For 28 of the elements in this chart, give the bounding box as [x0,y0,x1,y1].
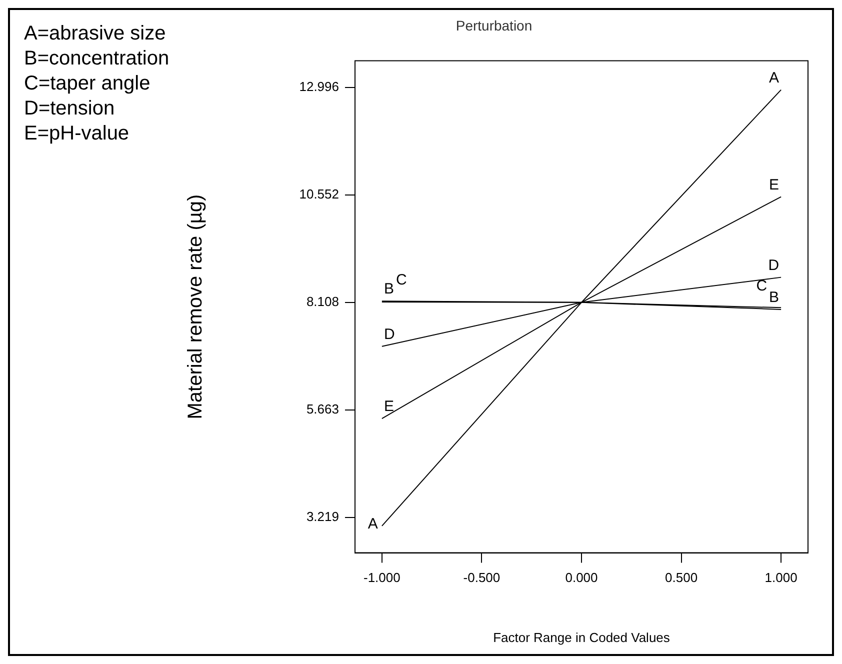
text: E=pH-value [24,122,130,145]
x-tick-label: 0.500 [665,570,698,586]
y-tick-label: 8.108 [306,294,339,310]
series-label: B [769,289,780,306]
text: D [768,256,780,274]
y-tick-label: 3.219 [306,509,339,524]
y-tick-label: 12.996 [299,78,339,94]
x-tick-label: -0.500 [463,570,500,586]
text: A [368,516,378,533]
text: E [769,176,780,194]
series-label: A [769,69,780,86]
text: B=concentration [24,48,170,70]
text: D=tension [24,98,115,120]
series-label: E [384,398,394,416]
series-label: D [384,326,395,344]
y-axis-title: Material remove rate (µg) [184,194,207,420]
text: A=abrasive size [24,22,166,45]
x-tick-label: 0.000 [565,570,598,586]
x-tick-label: 1.000 [764,570,798,586]
y-tick-label: 10.552 [299,186,339,202]
text: B [384,280,394,298]
text: C=taper angle [24,72,150,95]
text: C [756,277,768,294]
series-label: C [396,272,407,289]
chart-title: Perturbation [456,17,532,34]
x-axis-title: Factor Range in Coded Values [493,630,670,645]
x-tick-label: -1.000 [364,570,400,586]
y-tick-label: 5.663 [306,402,339,417]
